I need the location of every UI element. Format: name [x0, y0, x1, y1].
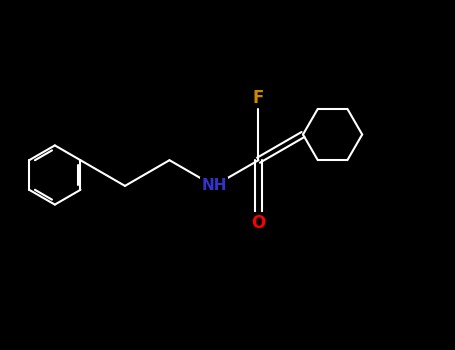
Text: NH: NH — [201, 178, 227, 194]
Text: F: F — [253, 89, 264, 107]
Text: O: O — [251, 214, 266, 232]
